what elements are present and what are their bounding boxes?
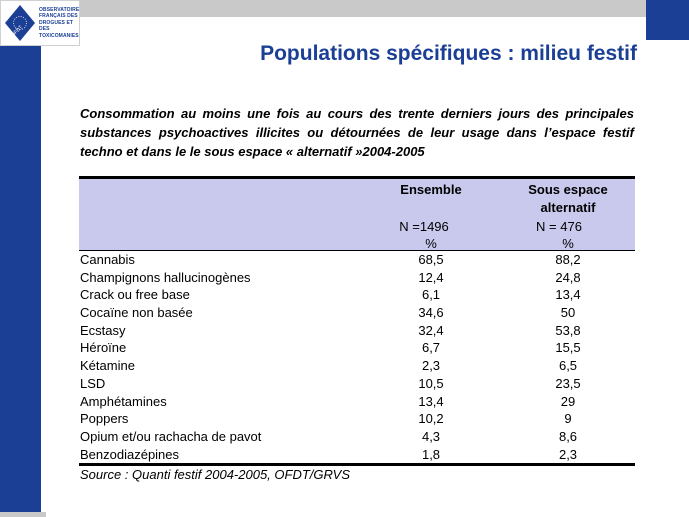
col-header-alternatif-line2: alternatif (540, 200, 596, 215)
table-top-rule (79, 176, 635, 179)
table-body: Cannabis 68,5 88,2 Champignons hallucinogèn… (79, 251, 635, 463)
row-substance: Héroïne (80, 340, 127, 356)
top-decor-bar (80, 0, 660, 17)
row-substance: Amphétamines (80, 393, 167, 409)
row-substance: Opium et/ou rachacha de pavot (80, 428, 262, 444)
row-substance: Champignons hallucinogènes (80, 269, 251, 285)
row-substance: Kétamine (80, 358, 135, 374)
col-n-alternatif: N = 476 (536, 219, 582, 234)
left-decor-bar (0, 0, 41, 517)
table-header-rule (79, 250, 635, 251)
table-row: Benzodiazépines 1,8 2,3 (80, 446, 578, 462)
logo-line: TOXICOMANIES (39, 32, 79, 39)
logo-line: DROGUES ET DES (39, 19, 74, 33)
table-row: Poppers 10,2 9 (80, 411, 572, 427)
row-substance: Cannabis (80, 252, 135, 267)
corner-decor-block (646, 0, 689, 40)
col-n-ensemble: N =1496 (399, 219, 449, 234)
table-row: Amphétamines 13,4 29 (80, 393, 576, 409)
logo-line: FRANÇAIS DES (39, 13, 78, 20)
footer-decor-strip (0, 512, 46, 517)
table-header: Ensemble Sous espace alternatif N =1496 … (79, 179, 635, 251)
table-row: Héroïne 6,7 15,5 (80, 340, 581, 356)
row-substance: Poppers (80, 411, 129, 427)
col-header-ensemble: Ensemble (400, 182, 462, 197)
data-table: Ensemble Sous espace alternatif N =1496 … (79, 176, 635, 467)
logo-text: OBSERVATOIRE FRANÇAIS DES DROGUES ET DES… (39, 7, 79, 40)
ofdt-logo: OFDT OBSERVATOIRE FRANÇAIS DES DROGUES E… (0, 0, 80, 46)
table-row: LSD 10,5 23,5 (80, 375, 581, 391)
table-bottom-rule (79, 463, 635, 467)
table-row: Champignons hallucinogènes 12,4 24,8 (80, 269, 581, 285)
table-caption: Consommation au moins une fois au cours … (80, 106, 634, 159)
logo-line: OBSERVATOIRE (39, 6, 80, 13)
col-unit-ensemble: % (425, 236, 437, 251)
table-row: Opium et/ou rachacha de pavot 4,3 8,6 (80, 428, 578, 444)
table-row: Kétamine 2,3 6,5 (80, 358, 578, 374)
table-row: Crack ou free base 6,1 13,4 (80, 287, 581, 303)
row-substance: Ecstasy (80, 322, 126, 338)
ofdt-emblem-icon: OFDT (5, 5, 35, 41)
row-substance: Crack ou free base (80, 287, 190, 303)
table-row: Cannabis 68,5 88,2 (80, 252, 581, 267)
col-unit-alternatif: % (562, 236, 574, 251)
row-substance: Cocaïne non basée (80, 305, 193, 321)
row-substance: Benzodiazépines (80, 446, 180, 462)
table-row: Cocaïne non basée 34,6 50 (80, 305, 576, 321)
source-note: Source : Quanti festif 2004-2005, OFDT/G… (80, 467, 350, 482)
page-title: Populations spécifiques : milieu festif (260, 42, 637, 65)
row-substance: LSD (80, 375, 106, 391)
col-header-alternatif-line1: Sous espace (528, 182, 608, 197)
table-row: Ecstasy 32,4 53,8 (80, 322, 581, 338)
